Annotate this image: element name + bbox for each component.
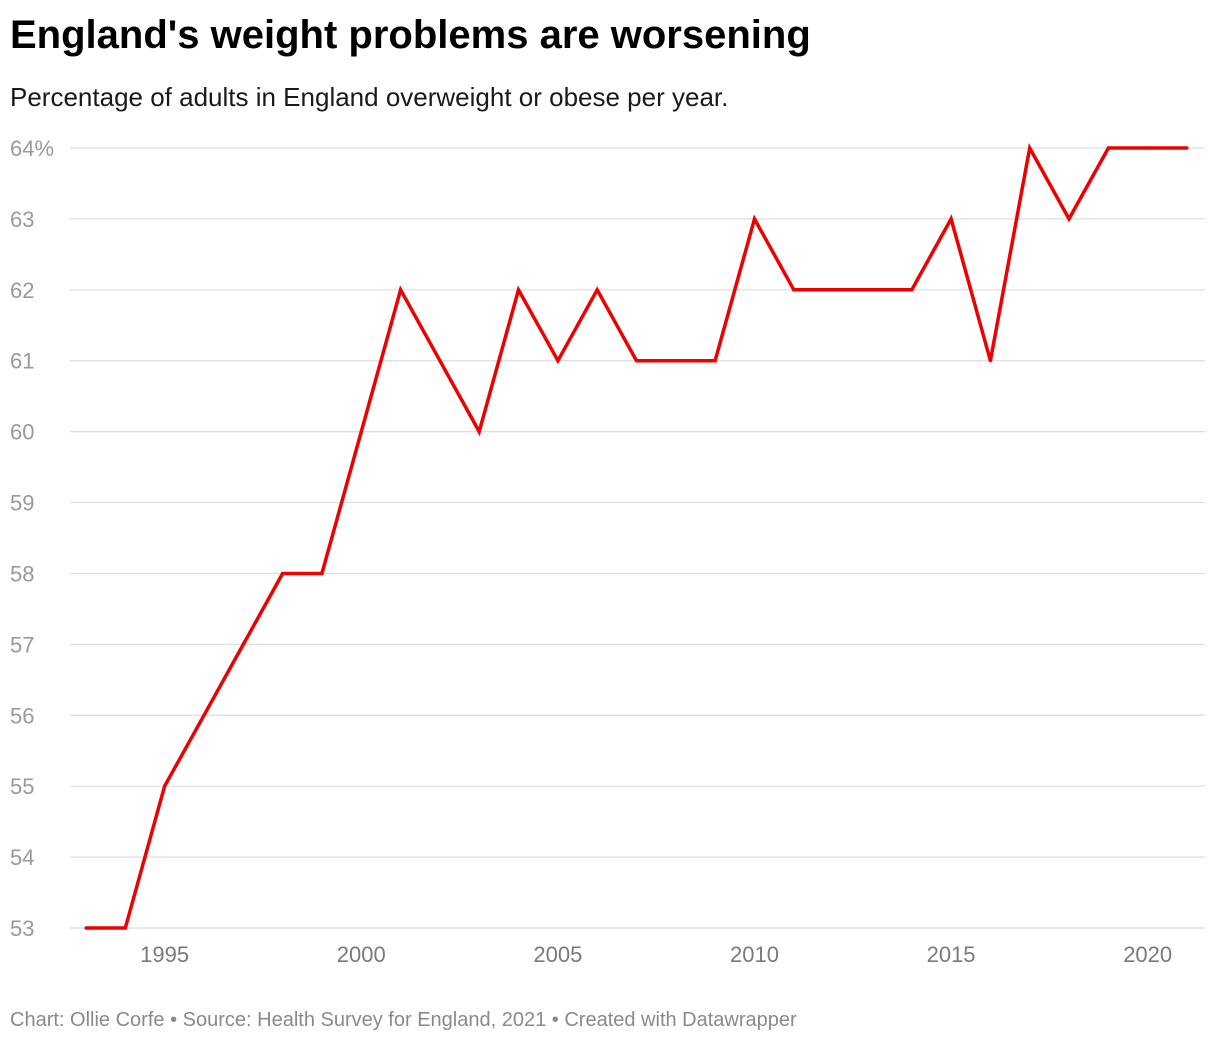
x-tick-label: 2000 — [337, 942, 386, 967]
data-point — [516, 288, 521, 292]
data-point — [674, 359, 678, 363]
data-point — [713, 359, 717, 363]
data-point — [1028, 146, 1032, 150]
y-tick-label: 63 — [10, 207, 34, 232]
y-tick-label: 55 — [10, 774, 34, 799]
data-point — [163, 784, 167, 788]
x-axis-ticks: 1995 2000 2005 2010 2015 2020 — [140, 942, 1172, 967]
data-point — [792, 288, 796, 292]
y-axis-ticks: 53 54 55 56 57 58 59 60 61 62 63 64% — [10, 136, 54, 941]
data-point — [595, 288, 599, 292]
data-point — [320, 571, 324, 576]
x-tick-label: 1995 — [140, 942, 189, 967]
data-point — [241, 642, 245, 646]
chart-title: England's weight problems are worsening — [10, 13, 811, 57]
data-point — [398, 288, 403, 292]
x-tick-label: 2015 — [927, 942, 976, 967]
data-point — [84, 926, 88, 930]
y-tick-label: 61 — [10, 349, 34, 374]
x-tick-label: 2005 — [533, 942, 582, 967]
data-point — [1106, 146, 1110, 150]
y-tick-label: 57 — [10, 632, 34, 657]
y-tick-label: 59 — [10, 491, 34, 516]
data-point — [438, 359, 442, 363]
line-chart: 53 54 55 56 57 58 59 60 61 62 63 64% 1995 2000 2005 20… — [10, 136, 1205, 967]
separator: • — [551, 1009, 559, 1031]
data-point — [949, 217, 953, 221]
data-point — [634, 359, 639, 363]
y-tick-label: 54 — [10, 845, 34, 870]
data-point — [1146, 146, 1150, 150]
gridlines — [70, 147, 1205, 929]
data-point — [910, 288, 914, 292]
chart-footer: Chart: Ollie Corfe • Source: Health Surv… — [10, 1006, 797, 1034]
y-tick-label: 60 — [10, 420, 34, 445]
datawrapper-credit: Created with Datawrapper — [564, 1009, 797, 1031]
chart-subtitle: Percentage of adults in England overweig… — [10, 82, 729, 112]
series-line — [86, 142, 1187, 930]
data-point — [988, 359, 992, 363]
data-point — [752, 217, 757, 221]
y-tick-label: 56 — [10, 703, 34, 728]
chart-credit: Chart: Ollie Corfe — [10, 1009, 165, 1031]
data-point — [281, 571, 285, 576]
data-point — [359, 430, 363, 434]
data-point — [1185, 146, 1189, 150]
series-layer — [84, 142, 1189, 930]
x-tick-label: 2020 — [1123, 942, 1172, 967]
data-point — [556, 359, 560, 363]
y-tick-label: 62 — [10, 278, 34, 303]
y-tick-label: 58 — [10, 561, 34, 586]
data-point — [1067, 217, 1071, 221]
x-tick-label: 2010 — [730, 942, 779, 967]
data-point — [123, 926, 127, 930]
data-point — [870, 288, 875, 292]
data-point — [202, 713, 206, 717]
y-tick-label: 53 — [10, 916, 34, 941]
data-point — [831, 288, 835, 292]
data-point — [477, 430, 481, 434]
source-note: Source: Health Survey for England, 2021 — [182, 1009, 547, 1031]
separator: • — [170, 1009, 178, 1031]
y-tick-label: 64% — [10, 136, 54, 161]
